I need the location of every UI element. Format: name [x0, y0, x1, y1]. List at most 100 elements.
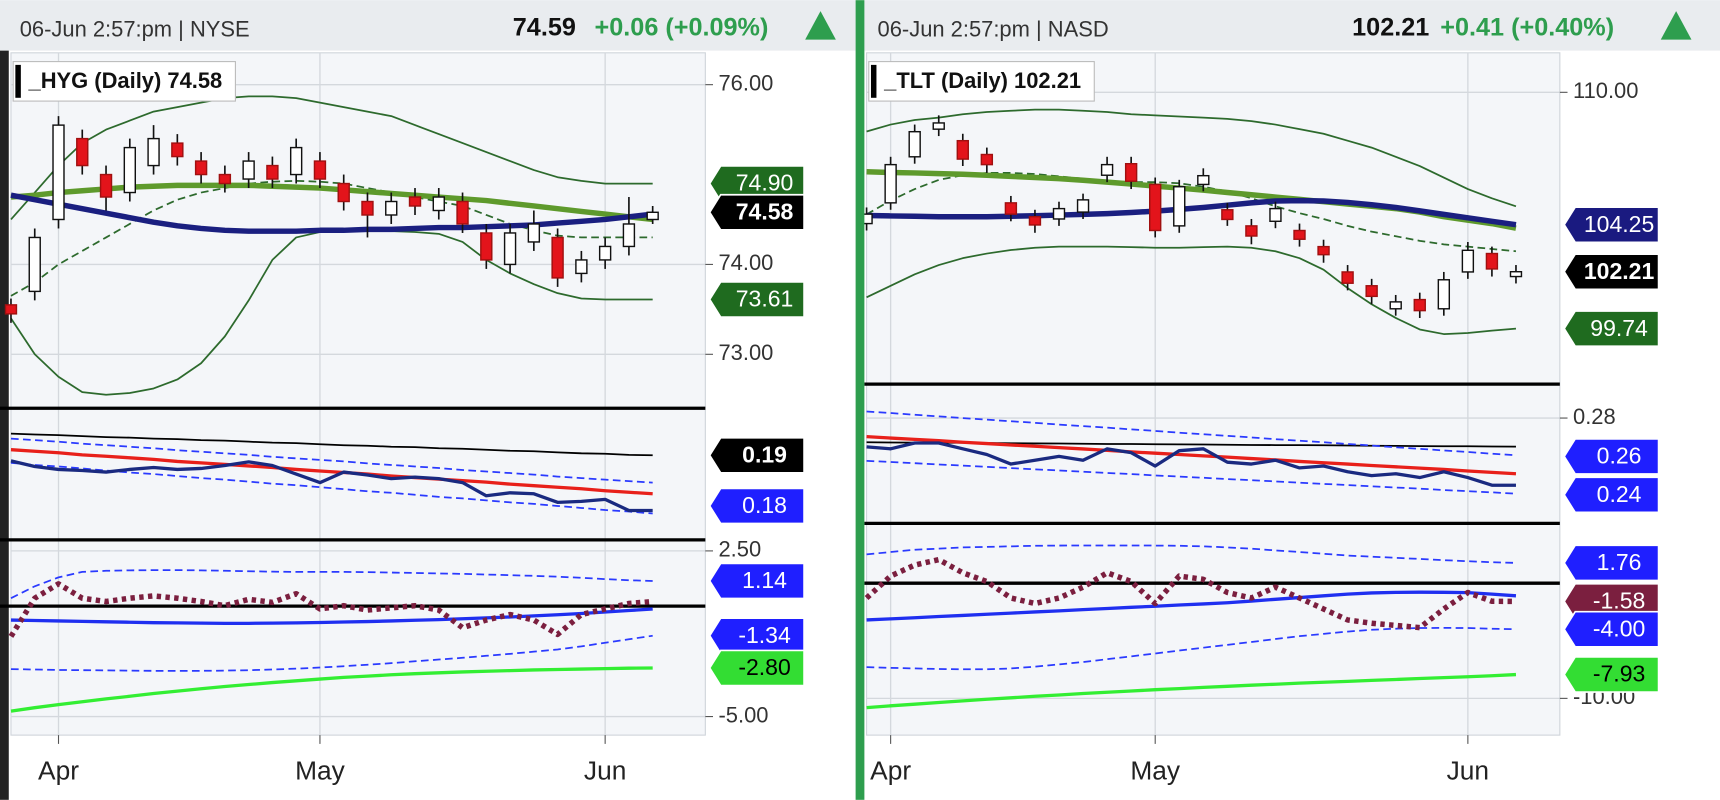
x-tick-label: Apr — [38, 755, 79, 785]
value-tag — [708, 487, 805, 525]
indicator-line — [10, 569, 653, 600]
candle-body — [908, 130, 921, 158]
candle-body — [147, 137, 160, 167]
candle-body — [4, 304, 18, 315]
candle-body — [1197, 174, 1210, 186]
candle-body — [1245, 225, 1258, 237]
x-tick-label: May — [295, 755, 346, 785]
y-tick-label: 2.50 — [718, 537, 761, 562]
indicator-line — [10, 634, 653, 672]
value-tag — [708, 281, 805, 318]
x-tick-label: Jun — [1447, 755, 1489, 785]
value-tag-label: 0.26 — [1597, 443, 1642, 469]
value-tag-label: -4.00 — [1593, 615, 1645, 641]
indicator-line — [10, 666, 653, 713]
header-change: +0.41 (+0.40%) — [1440, 13, 1614, 41]
title-marker — [870, 64, 877, 98]
value-tag — [1563, 656, 1660, 693]
y-tick-label: -5.00 — [718, 702, 768, 727]
candle-body — [1293, 229, 1306, 240]
candle-body — [289, 146, 303, 176]
candle-body — [1149, 183, 1162, 232]
x-tick-label: Jun — [584, 755, 626, 785]
candle-body — [980, 153, 994, 166]
value-tag-label: 1.14 — [742, 567, 787, 593]
up-arrow — [805, 11, 836, 40]
value-tag-label: 74.58 — [736, 198, 794, 224]
candle-body — [242, 160, 255, 180]
header-date: 06-Jun 2:57:pm | NYSE — [20, 17, 250, 42]
candle-body — [1413, 298, 1426, 312]
indicator-line — [866, 441, 1516, 487]
y-tick-label: 74.00 — [718, 250, 773, 275]
indicator-line — [866, 108, 1517, 208]
candle-body — [622, 223, 636, 248]
indicator-line — [10, 95, 653, 221]
x-tick-label: May — [1130, 755, 1181, 785]
value-tag-label: 0.18 — [742, 492, 787, 518]
header-change: +0.06 (+0.09%) — [595, 13, 769, 41]
left-edge — [0, 50, 9, 800]
plot-background — [866, 52, 1561, 736]
value-tag — [1563, 544, 1660, 582]
chart-title: _TLT (Daily) 102.21 — [883, 68, 1081, 93]
title-box — [12, 61, 236, 102]
value-tag-label: -7.93 — [1593, 661, 1645, 687]
value-tag — [1563, 206, 1660, 244]
candle-body — [52, 124, 65, 221]
value-tag-label: -1.34 — [738, 622, 791, 648]
value-tag-label: 104.25 — [1584, 211, 1654, 237]
value-tag — [708, 193, 805, 231]
indicator-line — [866, 172, 1517, 253]
value-tag-label: 74.90 — [736, 170, 794, 196]
y-tick-label: 110.00 — [1573, 78, 1638, 103]
candle-body — [218, 173, 232, 185]
indicator-line — [10, 448, 653, 496]
candle-body — [1004, 202, 1018, 215]
candle-body — [1317, 245, 1330, 256]
value-tag-label: -1.58 — [1593, 588, 1645, 614]
chart-title: _HYG (Daily) 74.58 — [28, 68, 223, 93]
candle-body — [194, 160, 208, 176]
candle-body — [313, 160, 327, 180]
indicator-line — [10, 182, 653, 223]
candle-body — [575, 259, 588, 275]
indicator-line — [10, 432, 653, 457]
candle-body — [932, 122, 945, 130]
candle-body — [1076, 199, 1090, 213]
header-bar — [0, 0, 856, 51]
candle-body — [1485, 252, 1499, 270]
title-box — [868, 61, 1095, 102]
value-tag-label: 99.74 — [1590, 315, 1648, 341]
candle-body — [598, 245, 612, 261]
candle-body — [99, 173, 113, 198]
value-tag-label: -2.80 — [738, 654, 790, 680]
candle-body — [266, 164, 279, 180]
candle-body — [1341, 271, 1354, 284]
candle-body — [1269, 207, 1282, 222]
value-tag — [1563, 610, 1660, 648]
candle-body — [337, 182, 350, 203]
candle-body — [408, 196, 422, 207]
candle-body — [884, 163, 897, 204]
indicator-line — [864, 556, 1516, 631]
candle-body — [28, 236, 41, 293]
indicator-line — [866, 197, 1517, 228]
value-tag — [1563, 253, 1660, 291]
candle-body — [456, 200, 469, 225]
title-marker — [15, 64, 21, 98]
header-bar — [864, 0, 1720, 51]
candle-body — [76, 137, 89, 167]
candle-body — [1437, 279, 1451, 310]
candle-body — [1365, 285, 1378, 298]
indicator-line — [10, 192, 653, 234]
indicator-line — [10, 459, 653, 513]
candle-body — [1173, 186, 1186, 227]
candle-body — [1509, 271, 1523, 278]
candle-body — [171, 142, 184, 158]
candle-body — [1052, 207, 1066, 220]
value-tag — [708, 617, 805, 655]
candle-body — [527, 223, 541, 243]
value-tag — [708, 436, 805, 474]
